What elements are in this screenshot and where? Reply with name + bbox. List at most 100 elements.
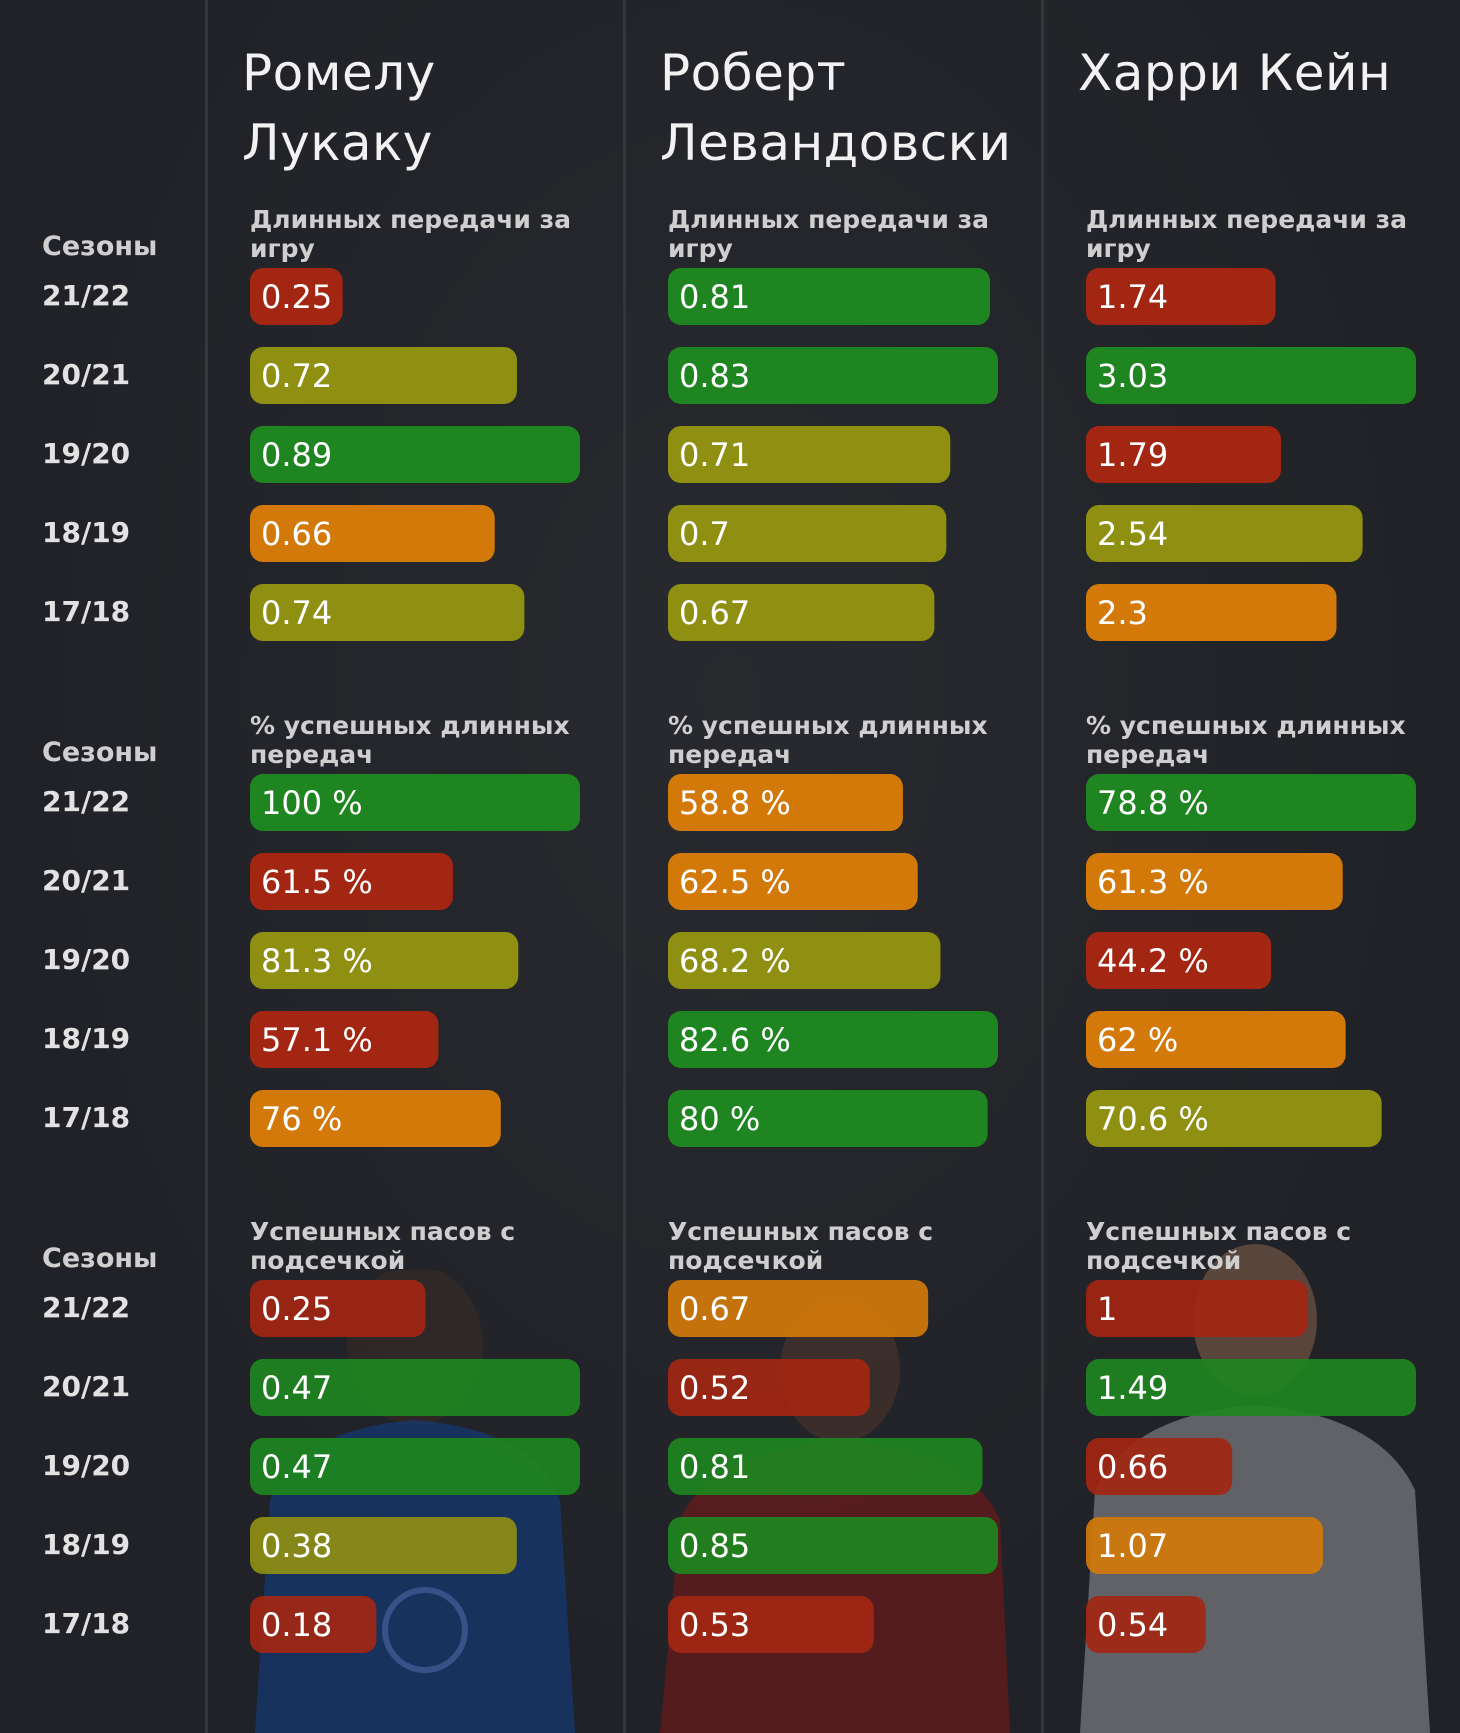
column-divider: [623, 0, 626, 1733]
bar-value-label: 57.1 %: [261, 1021, 373, 1059]
bar-value-label: 0.81: [679, 278, 750, 316]
bar-value-label: 1.79: [1097, 436, 1168, 474]
bar: [668, 932, 941, 989]
season-label: 19/20: [42, 943, 131, 976]
bar: [668, 505, 947, 562]
bar: [1086, 347, 1416, 404]
metric-label: Успешных пасов с подсечкой: [1086, 1217, 1352, 1275]
season-label: 20/21: [42, 864, 131, 897]
bar: [250, 1359, 580, 1416]
bar-value-label: 61.3 %: [1097, 863, 1209, 901]
bar-value-label: 0.25: [261, 1290, 332, 1328]
bar: [1086, 1090, 1382, 1147]
bar: [1086, 1280, 1308, 1337]
bar: [1086, 505, 1363, 562]
bar: [1086, 774, 1416, 831]
metric-label: % успешных длинных передач: [668, 711, 988, 769]
bar-value-label: 0.72: [261, 357, 332, 395]
player-name: Ромелу Лукаку: [242, 44, 436, 172]
column-divider: [1041, 0, 1044, 1733]
season-label: 18/19: [42, 1528, 131, 1561]
season-label: 18/19: [42, 516, 131, 549]
bar: [668, 347, 998, 404]
metric-label: Длинных передачи за игру: [1086, 205, 1407, 263]
season-label: 20/21: [42, 1370, 131, 1403]
bar-value-label: 0.47: [261, 1448, 332, 1486]
seasons-header: Сезоны: [42, 737, 158, 768]
bar: [668, 774, 903, 831]
season-label: 18/19: [42, 1022, 131, 1055]
bar: [250, 853, 453, 910]
bar-value-label: 80 %: [679, 1100, 760, 1138]
bar-value-label: 2.3: [1097, 594, 1148, 632]
bar: [250, 1438, 580, 1495]
column-divider: [205, 0, 208, 1733]
bar-value-label: 2.54: [1097, 515, 1168, 553]
season-label: 17/18: [42, 595, 131, 628]
player-name: Харри Кейн: [1078, 44, 1392, 102]
bar-value-label: 0.81: [679, 1448, 750, 1486]
bar-value-label: 82.6 %: [679, 1021, 791, 1059]
bar-value-label: 1.74: [1097, 278, 1168, 316]
bar: [1086, 1596, 1206, 1653]
bar: [1086, 853, 1343, 910]
bar-value-label: 0.83: [679, 357, 750, 395]
bar: [250, 1596, 377, 1653]
bar: [1086, 584, 1337, 641]
bar-value-label: 0.53: [679, 1606, 750, 1644]
metric-label: Длинных передачи за игру: [668, 205, 989, 263]
bar: [250, 584, 525, 641]
metric-label: % успешных длинных передач: [250, 711, 570, 769]
bar: [250, 1011, 439, 1068]
bar-value-label: 0.18: [261, 1606, 332, 1644]
bar: [250, 1280, 426, 1337]
bar-value-label: 68.2 %: [679, 942, 791, 980]
bar-value-label: 0.89: [261, 436, 332, 474]
bar: [1086, 1517, 1323, 1574]
metric-label: Длинных передачи за игру: [250, 205, 571, 263]
bar-value-label: 0.67: [679, 1290, 750, 1328]
season-label: 21/22: [42, 279, 131, 312]
bar-value-label: 0.85: [679, 1527, 750, 1565]
bar: [668, 1011, 998, 1068]
season-label: 19/20: [42, 1449, 131, 1482]
bar: [668, 584, 935, 641]
bar-value-label: 1.49: [1097, 1369, 1168, 1407]
bar: [668, 268, 991, 325]
season-label: 17/18: [42, 1607, 131, 1640]
bar: [668, 1438, 983, 1495]
bar: [668, 1596, 874, 1653]
bar: [668, 1280, 929, 1337]
bar: [250, 505, 495, 562]
metric-label: % успешных длинных передач: [1086, 711, 1406, 769]
bar: [1086, 1438, 1233, 1495]
bar-value-label: 44.2 %: [1097, 942, 1209, 980]
season-label: 21/22: [42, 1291, 131, 1324]
bar: [668, 426, 951, 483]
metric-label: Успешных пасов с подсечкой: [668, 1217, 934, 1275]
seasons-header: Сезоны: [42, 1243, 158, 1274]
bar-value-label: 78.8 %: [1097, 784, 1209, 822]
bar-value-label: 0.54: [1097, 1606, 1168, 1644]
bar-value-label: 81.3 %: [261, 942, 373, 980]
bar: [250, 1090, 501, 1147]
bar-value-label: 0.66: [1097, 1448, 1168, 1486]
season-label: 20/21: [42, 358, 131, 391]
bar-value-label: 70.6 %: [1097, 1100, 1209, 1138]
bar: [1086, 426, 1281, 483]
player-name: Роберт Левандовски: [660, 44, 1012, 172]
bar-value-label: 0.71: [679, 436, 750, 474]
bar-value-label: 58.8 %: [679, 784, 791, 822]
bar: [668, 853, 918, 910]
bar: [1086, 1359, 1416, 1416]
season-label: 19/20: [42, 437, 131, 470]
bar-value-label: 100 %: [261, 784, 363, 822]
bar: [668, 1359, 870, 1416]
bar-value-label: 3.03: [1097, 357, 1168, 395]
bar-value-label: 1: [1097, 1290, 1117, 1328]
bar-value-label: 0.52: [679, 1369, 750, 1407]
bar: [1086, 932, 1272, 989]
bar: [250, 347, 517, 404]
